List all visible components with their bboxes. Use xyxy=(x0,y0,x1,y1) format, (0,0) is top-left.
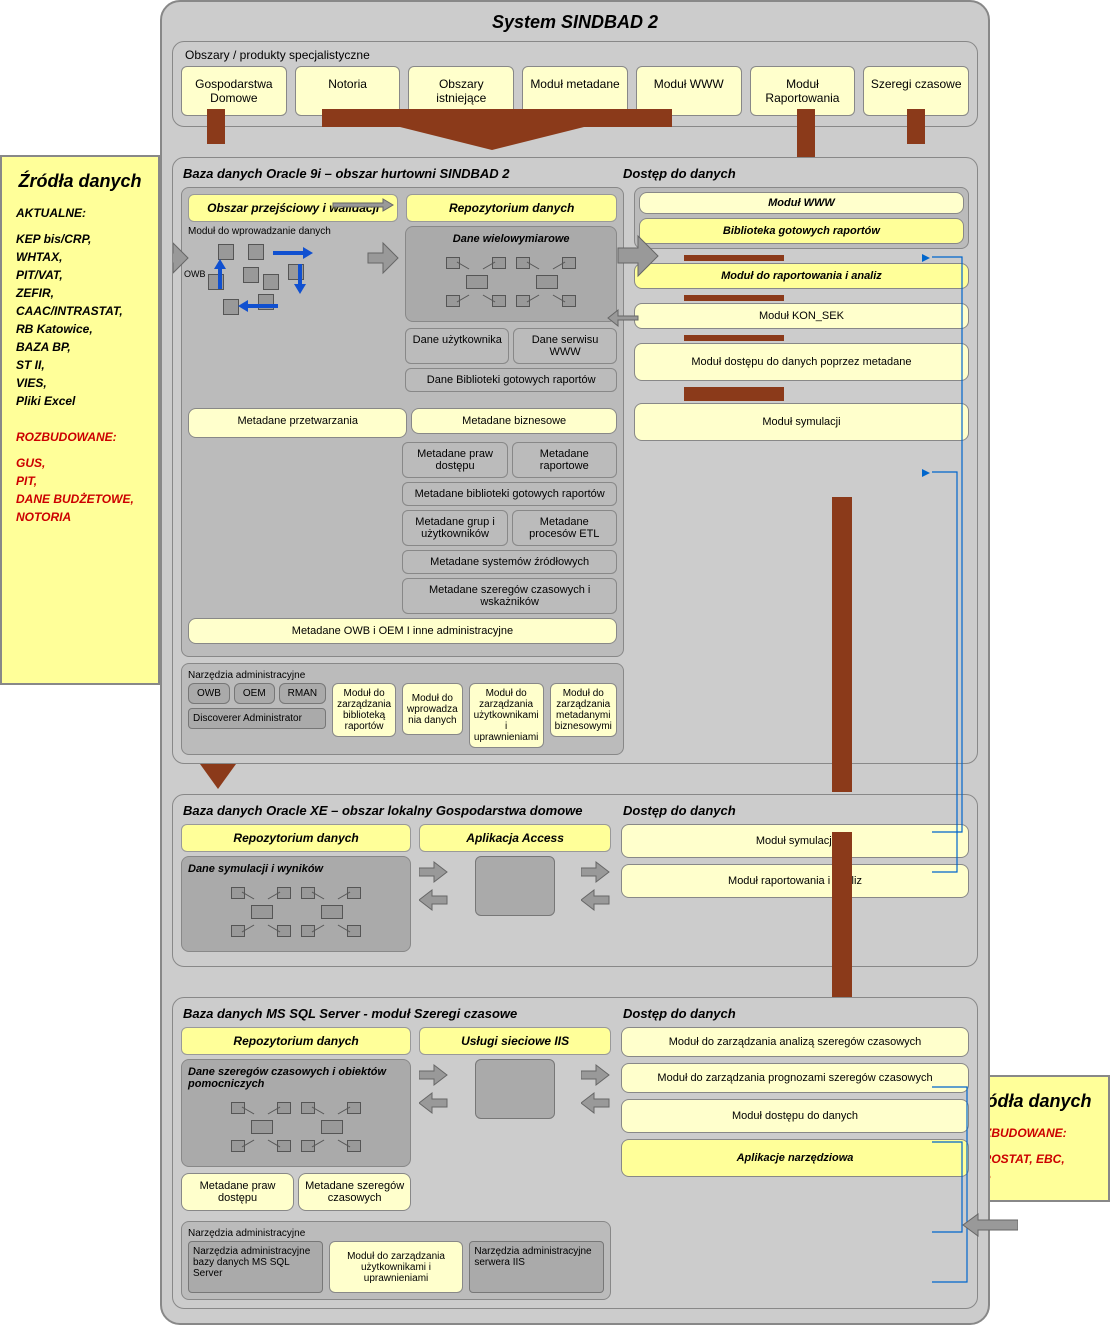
mssql-admin-usermgmt: Moduł do zarządzania użytkownikami i upr… xyxy=(329,1241,464,1293)
brown-flow xyxy=(907,109,925,144)
meta-etl: Metadane procesów ETL xyxy=(512,510,617,546)
meta-source-systems: Metadane systemów źródłowych xyxy=(402,550,616,574)
mssql-ts-analysis: Moduł do zarządzania analizą szeregów cz… xyxy=(621,1027,969,1057)
mssql-section: Baza danych MS SQL Server - moduł Szereg… xyxy=(172,997,978,1309)
meta-reporting: Metadane raportowe xyxy=(512,442,617,478)
mssql-admin-tools: Narzędzia administracyjne Narzędzia admi… xyxy=(181,1221,611,1300)
xe-simdata-title: Dane symulacji i wyników xyxy=(188,863,404,875)
cube-diagram xyxy=(412,249,609,315)
mssql-cube-diagram xyxy=(188,1094,404,1160)
meta-timeseries: Metadane szeregów czasowych i wskażników xyxy=(402,578,616,614)
meta-processing: Metadane przetwarzania xyxy=(188,408,407,438)
brown-flow-vert xyxy=(832,832,852,1007)
oracle9i-section: Baza danych Oracle 9i – obszar hurtowni … xyxy=(172,157,978,764)
repo-title: Repozytorium danych xyxy=(406,194,616,222)
brown-flow xyxy=(684,255,784,261)
meta-groups: Metadane grup i użytkowników xyxy=(402,510,507,546)
sources-left-panel: Źródła danych AKTUALNE: KEP bis/CRP, WHT… xyxy=(0,155,160,685)
data-access-module: Moduł dostępu do danych poprzez metadane xyxy=(634,343,969,381)
aktualne-label: AKTUALNE: xyxy=(16,206,144,220)
xe-cube-diagram xyxy=(188,879,404,945)
mssql-admin-sqltools: Narzędzia administracyjne bazy danych MS… xyxy=(188,1241,323,1293)
mssql-tool-app: Aplikacje narzędziowa xyxy=(621,1139,969,1177)
user-data-box: Dane użytkownika xyxy=(405,328,509,364)
xe-simulation-module: Moduł symulacji xyxy=(621,824,969,858)
multidim-panel: Dane wielowymiarowe xyxy=(405,226,616,322)
mssql-iis-arrows xyxy=(419,1059,611,1119)
simulation-module: Moduł symulacji xyxy=(634,403,969,441)
oraclexe-access-title: Dostęp do danych xyxy=(621,803,736,818)
mssql-tsdata-panel: Dane szeregów czasowych i obiektów pomoc… xyxy=(181,1059,411,1167)
etl-arrows-icon xyxy=(188,239,399,319)
meta-business: Metadane biznesowe xyxy=(411,408,616,434)
brown-flow xyxy=(797,109,815,164)
staging-repo-panel: Obszar przejściowy i walidacji Repozytor… xyxy=(181,187,624,657)
oraclexe-title: Baza danych Oracle XE – obszar lokalny G… xyxy=(181,803,611,818)
brown-flow xyxy=(684,387,784,401)
etl-diagram xyxy=(188,239,399,319)
mssql-ts-forecast: Moduł do zarządzania prognozami szeregów… xyxy=(621,1063,969,1093)
admin-data-entry: Moduł do wprowadza nia danych xyxy=(402,683,463,735)
iis-app-box xyxy=(475,1059,555,1119)
brown-flow xyxy=(684,295,784,301)
admin-meta-mgmt: Moduł do zarządzania metadanymi biznesow… xyxy=(550,683,617,737)
rozbudowane-left-list: GUS, PIT, DANE BUDŻETOWE, NOTORIA xyxy=(16,454,144,526)
www-module-panel: Moduł WWW Biblioteka gotowych raportów xyxy=(634,187,969,249)
system-title: System SINDBAD 2 xyxy=(172,12,978,33)
right-in-arrow xyxy=(958,1212,1018,1242)
mssql-access-title: Dostęp do danych xyxy=(621,1006,736,1021)
konsek-module: Moduł KON_SEK xyxy=(634,303,969,329)
mssql-meta-access: Metadane praw dostępu xyxy=(181,1173,294,1211)
admin-tools-9i: Narzędzia administracyjne OWB OEM RMAN D… xyxy=(181,663,624,755)
brown-flow xyxy=(684,335,784,341)
admin-rman: RMAN xyxy=(279,683,326,704)
mssql-admin-iistools: Narzędzia administracyjne serwera IIS xyxy=(469,1241,604,1293)
xe-app-arrows xyxy=(419,856,611,916)
xe-reporting-module: Moduł raportowania i analiz xyxy=(621,864,969,898)
mssql-data-access: Moduł dostępu do danych xyxy=(621,1099,969,1133)
oracle9i-title: Baza danych Oracle 9i – obszar hurtowni … xyxy=(181,166,611,181)
reporting-module: Moduł do raportowania i analiz xyxy=(634,263,969,289)
product-gospodarstwa: Gospodarstwa Domowe xyxy=(181,66,287,116)
xe-simdata-panel: Dane symulacji i wyników xyxy=(181,856,411,952)
admin-oem: OEM xyxy=(234,683,275,704)
admin-report-mgmt: Moduł do zarządzania biblioteką raportów xyxy=(332,683,396,737)
staging-title: Obszar przejściowy i walidacji xyxy=(188,194,398,222)
xe-repo-title: Repozytorium danych xyxy=(181,824,411,852)
mssql-repo-title: Repozytorium danych xyxy=(181,1027,411,1055)
products-label: Obszary / produkty specjalistyczne xyxy=(181,48,969,62)
aktualne-list: KEP bis/CRP, WHTAX, PIT/VAT, ZEFIR, CAAC… xyxy=(16,230,144,410)
admin-discoverer: Discoverer Administrator xyxy=(188,708,326,729)
report-lib-data: Dane Biblioteki gotowych raportów xyxy=(405,368,616,392)
mssql-tsdata-title: Dane szeregów czasowych i obiektów pomoc… xyxy=(188,1066,404,1090)
report-lib-module: Biblioteka gotowych raportów xyxy=(639,218,964,244)
mssql-admin-title: Narzędzia administracyjne xyxy=(188,1228,604,1239)
mssql-iis-title: Usługi sieciowe IIS xyxy=(419,1027,611,1055)
www-data-box: Dane serwisu WWW xyxy=(513,328,617,364)
staging-subtitle: Moduł do wprowadzanie danych xyxy=(188,226,399,237)
admin-9i-title: Narzędzia administracyjne xyxy=(188,670,617,681)
admin-owb: OWB xyxy=(188,683,230,704)
brown-flow-vert xyxy=(832,497,852,792)
brown-flow xyxy=(207,109,225,144)
mssql-meta-ts: Metadane szeregów czasowych xyxy=(298,1173,411,1211)
xe-app-title: Aplikacja Access xyxy=(419,824,611,852)
brown-arrow-big xyxy=(372,120,612,150)
www-module-title: Moduł WWW xyxy=(639,192,964,214)
oracle9i-access-title: Dostęp do danych xyxy=(621,166,736,181)
main-system-panel: System SINDBAD 2 Obszary / produkty spec… xyxy=(160,0,990,1325)
meta-owb-oem: Metadane OWB i OEM I inne administracyjn… xyxy=(188,618,617,644)
oraclexe-section: Baza danych Oracle XE – obszar lokalny G… xyxy=(172,794,978,967)
access-app-box xyxy=(475,856,555,916)
rozbudowane-left-label: ROZBUDOWANE: xyxy=(16,430,144,444)
multidim-title: Dane wielowymiarowe xyxy=(412,233,609,245)
brown-arrow-down xyxy=(200,764,236,789)
sources-left-title: Źródła danych xyxy=(16,171,144,192)
meta-report-lib: Metadane biblioteki gotowych raportów xyxy=(402,482,616,506)
meta-access: Metadane praw dostępu xyxy=(402,442,507,478)
mssql-title: Baza danych MS SQL Server - moduł Szereg… xyxy=(181,1006,611,1021)
admin-user-mgmt: Moduł do zarządzania użytkownikami i upr… xyxy=(469,683,544,748)
